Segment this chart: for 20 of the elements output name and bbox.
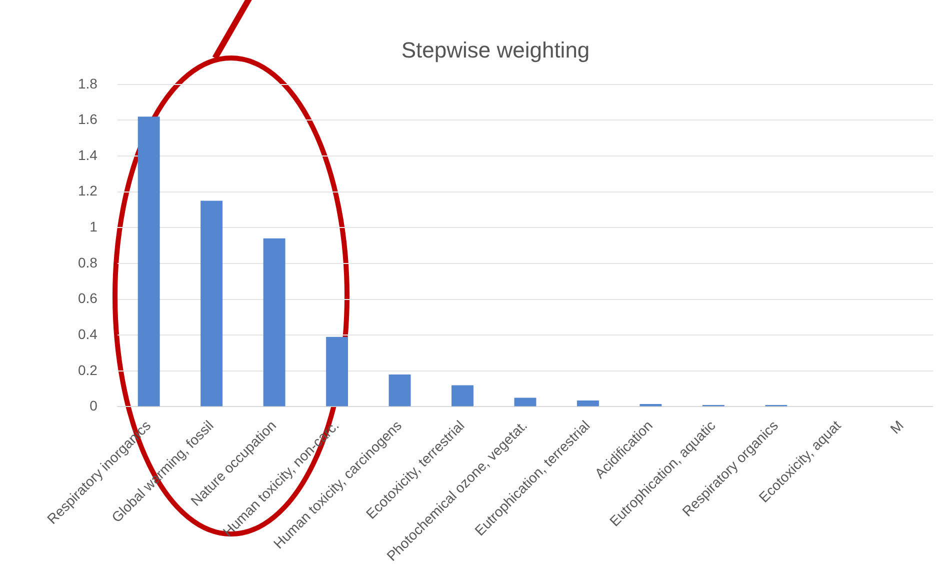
bar (326, 336, 348, 406)
y-tick-label: 0.6 (78, 290, 98, 306)
bar (576, 400, 599, 406)
y-tick-label: 1.2 (78, 182, 98, 199)
y-tick-label: 1.4 (78, 146, 98, 163)
y-tick-label: 1 (90, 218, 98, 235)
bar (200, 200, 223, 406)
y-tick-label: 0.4 (78, 326, 98, 342)
bar (388, 374, 411, 406)
y-tick-label: 0.8 (78, 254, 98, 270)
bar (138, 116, 160, 406)
y-tick-label: 1.6 (78, 111, 98, 128)
y-tick-label: 1.8 (78, 75, 98, 92)
bar (452, 385, 474, 406)
x-tick-label: M (886, 417, 906, 437)
bar (263, 238, 286, 406)
y-tick-label: 0.2 (78, 362, 98, 378)
chart-title: Stepwise weighting (401, 37, 590, 62)
bar (514, 398, 536, 406)
y-tick-label: 0 (90, 398, 98, 414)
